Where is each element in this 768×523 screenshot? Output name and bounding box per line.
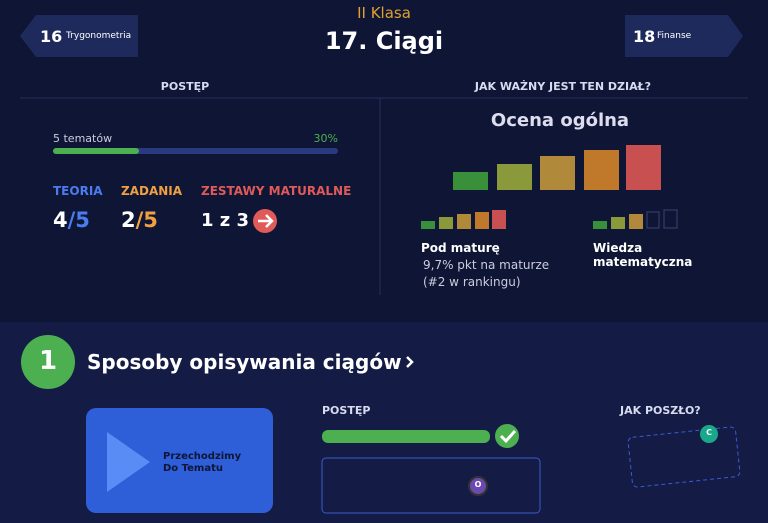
check-icon — [495, 424, 519, 448]
feedback-heading: JAK POSZŁO? — [620, 404, 701, 417]
play-icon — [107, 432, 150, 492]
avatar-letter: C — [706, 428, 712, 437]
matura-title: Pod maturę — [421, 241, 500, 255]
prev-button[interactable] — [20, 15, 138, 57]
stat-total: /5 — [67, 208, 90, 232]
topics: 5 tematów — [53, 132, 113, 145]
next-label: Finanse — [657, 31, 692, 41]
stat-value: 4 — [53, 208, 68, 232]
answer-box[interactable] — [321, 457, 541, 514]
matura-rank: (#2 w rankingu) — [423, 275, 521, 289]
stat-label: TEORIA — [53, 184, 103, 198]
section-heading: POSTĘP — [160, 80, 210, 93]
percent: 30% — [313, 132, 338, 145]
class-label: II Klasa — [357, 4, 411, 22]
overall: Ocena ogólna — [490, 110, 630, 131]
avatar — [468, 476, 488, 496]
matura-detail: 9,7% pkt na maturze — [423, 258, 550, 272]
next-number: 18 — [633, 27, 656, 46]
prev-number: 16 — [40, 27, 63, 46]
stat-total: /5 — [135, 208, 158, 232]
section-number: 1 — [38, 346, 58, 376]
rating-bars — [421, 145, 678, 229]
section-title[interactable]: Sposoby opisywania ciągów — [87, 350, 402, 374]
stat-value: 1 z 3 — [201, 210, 250, 231]
video-title: Przechodzimy Do Tematu — [163, 451, 242, 474]
progress-fill — [53, 148, 139, 154]
avatar — [700, 425, 718, 443]
section-badge — [21, 335, 75, 389]
knowledge-title: Wiedza matematyczna — [593, 241, 693, 269]
page-title: 17. Ciągi — [324, 27, 444, 55]
next-button[interactable] — [625, 15, 743, 57]
section-heading: JAK WAŻNY JEST TEN DZIAŁ? — [474, 80, 652, 93]
stat-value: 2 — [121, 208, 136, 232]
avatar-letter: O — [474, 480, 482, 489]
task-progress — [322, 430, 490, 443]
video-card[interactable] — [86, 408, 273, 513]
stat-label: ZADANIA — [121, 184, 183, 198]
chevron — [406, 356, 414, 368]
feedback-box[interactable] — [627, 426, 741, 488]
stat-label: ZESTAWY MATURALNE — [201, 184, 352, 198]
progress-heading: POSTĘP — [322, 404, 371, 417]
prev-label: Trygonometria — [66, 31, 132, 41]
